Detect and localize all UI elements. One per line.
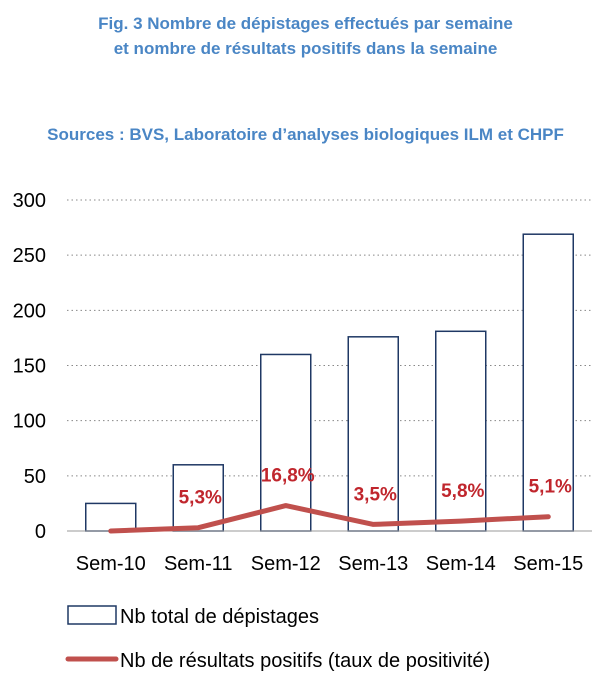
- data-labels: 5,3% 16,8% 3,5% 5,8% 5,1%: [179, 466, 572, 509]
- legend-bar-label: Nb total de dépistages: [120, 606, 319, 628]
- y-axis-ticks: 0 50 100 150 200 250 300: [13, 190, 46, 543]
- data-label-Sem-15: 5,1%: [529, 477, 572, 498]
- x-tick-label: Sem-10: [76, 553, 146, 575]
- chart-title-line-2: et nombre de résultats positifs dans la …: [113, 39, 498, 58]
- y-tick-label: 100: [13, 411, 46, 433]
- legend-bar-swatch: [67, 605, 117, 625]
- data-label-Sem-11: 5,3%: [179, 488, 222, 509]
- y-tick-label: 250: [13, 245, 46, 267]
- y-tick-label: 150: [13, 356, 46, 378]
- legend: Nb total de dépistages Nb de résultats p…: [65, 605, 490, 672]
- chart-title-line-1: Fig. 3 Nombre de dépistages effectués pa…: [98, 14, 513, 33]
- x-tick-label: Sem-12: [251, 553, 321, 575]
- data-label-Sem-14: 5,8%: [441, 481, 484, 502]
- positives-line: [108, 503, 551, 534]
- gridlines: [67, 199, 592, 477]
- data-label-Sem-13: 3,5%: [354, 484, 397, 505]
- x-axis-ticks: Sem-10 Sem-11 Sem-12 Sem-13 Sem-14 Sem-15: [76, 553, 584, 575]
- data-label-Sem-12: 16,8%: [261, 466, 315, 487]
- x-tick-label: Sem-15: [513, 553, 583, 575]
- y-tick-label: 200: [13, 300, 46, 322]
- x-tick-label: Sem-14: [426, 553, 496, 575]
- x-tick-label: Sem-11: [164, 553, 233, 575]
- bar-series: [85, 233, 574, 532]
- bar-Sem-11: [172, 464, 224, 532]
- y-tick-label: 300: [13, 190, 46, 212]
- y-tick-label: 0: [35, 521, 46, 543]
- x-tick-label: Sem-13: [338, 553, 408, 575]
- y-tick-label: 50: [24, 466, 46, 488]
- chart-sources: Sources : BVS, Laboratoire d’analyses bi…: [47, 125, 564, 144]
- legend-line-label: Nb de résultats positifs (taux de positi…: [120, 650, 490, 672]
- bar-Sem-10: [85, 502, 137, 532]
